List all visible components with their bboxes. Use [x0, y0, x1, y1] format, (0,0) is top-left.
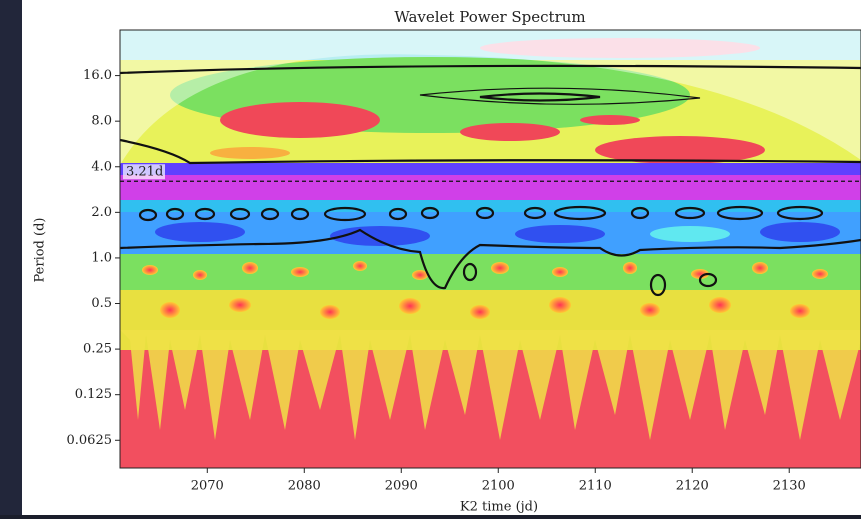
y-tick-label: 1.0 — [91, 250, 112, 265]
y-tick-label: 0.5 — [91, 296, 112, 311]
y-axis-label: Period (d) — [33, 218, 48, 283]
x-tick-label: 2130 — [773, 479, 806, 494]
y-tick-label: 0.25 — [83, 342, 112, 357]
plot-frame — [119, 29, 861, 469]
annotation: 3.21d — [126, 165, 163, 180]
chart-title: Wavelet Power Spectrum — [394, 8, 585, 26]
x-tick-label: 2110 — [579, 479, 612, 494]
y-tick-label: 16.0 — [83, 68, 112, 83]
x-axis-label: K2 time (jd) — [460, 500, 538, 515]
x-tick-label: 2080 — [288, 479, 321, 494]
x-tick-label: 2100 — [482, 479, 515, 494]
backdrop — [0, 0, 22, 515]
x-tick-label: 2090 — [385, 479, 418, 494]
y-tick-label: 2.0 — [91, 205, 112, 220]
x-tick-label: 2120 — [676, 479, 709, 494]
annotation-box — [123, 164, 165, 180]
y-tick-label: 0.0625 — [67, 433, 113, 448]
y-tick-label: 4.0 — [91, 159, 112, 174]
spectrum — [120, 30, 861, 468]
y-tick-label: 0.125 — [75, 387, 112, 402]
y-tick-label: 8.0 — [91, 114, 112, 129]
x-tick-label: 2070 — [191, 479, 224, 494]
